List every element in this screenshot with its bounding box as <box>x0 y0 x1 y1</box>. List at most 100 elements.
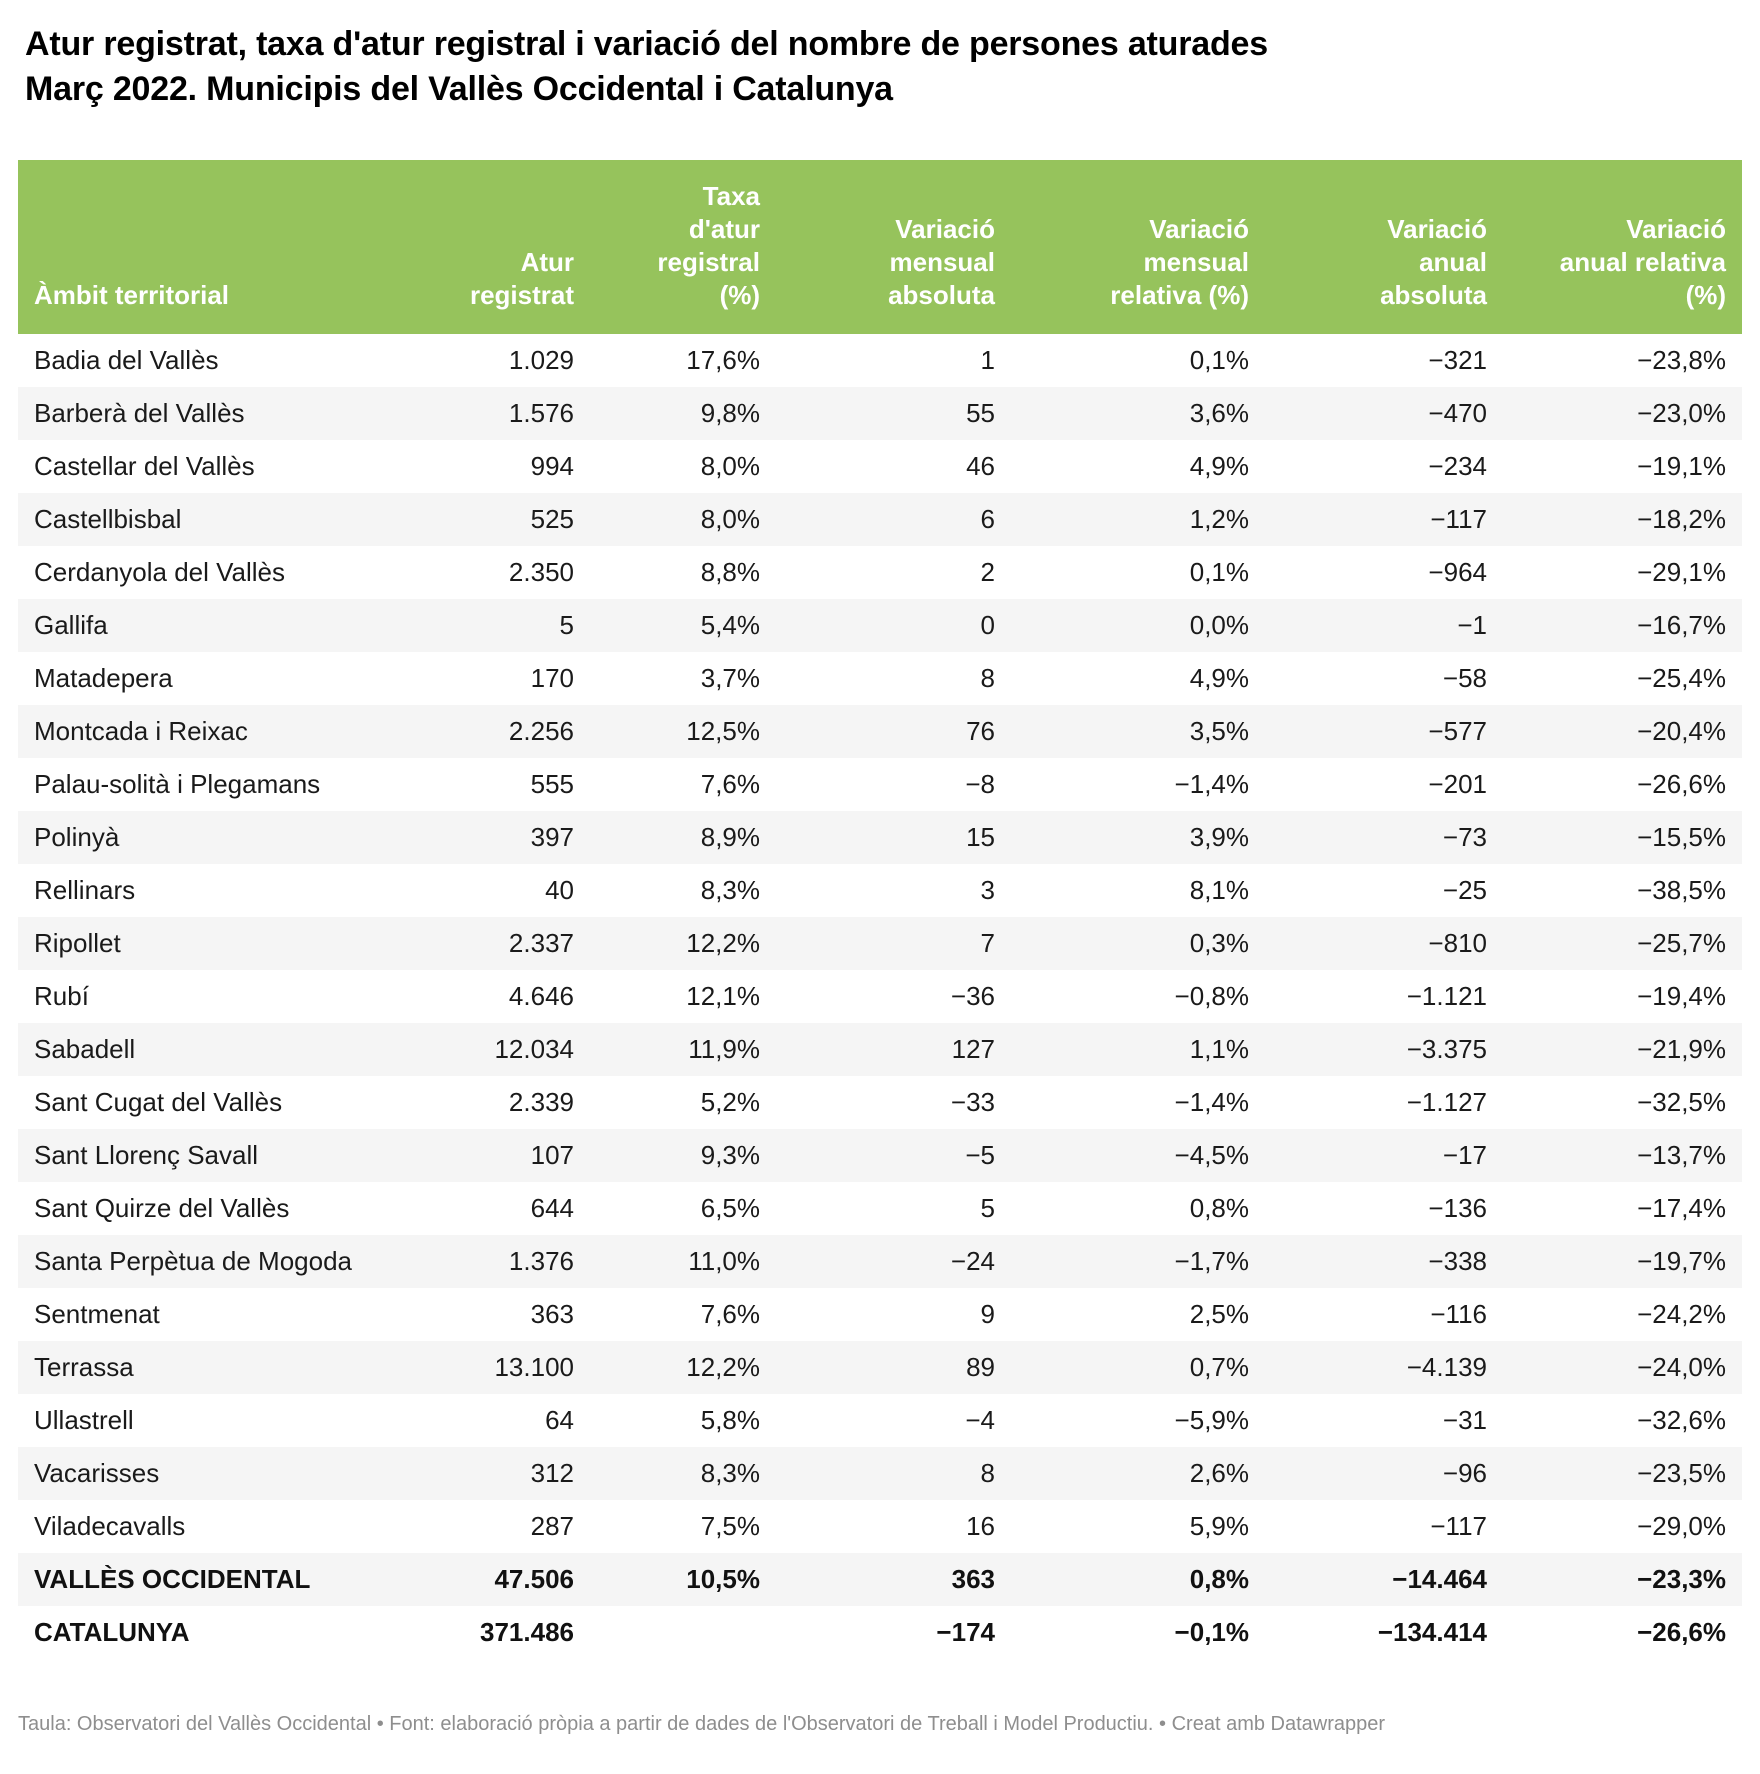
cell-vmr: 0,8% <box>1189 1193 1249 1223</box>
cell-vma: 7 <box>980 928 995 958</box>
cell-vma: −8 <box>965 769 995 799</box>
cell-taxa: 8,9% <box>700 822 760 852</box>
cell-atur: 1.376 <box>508 1246 574 1276</box>
cell-vma: −174 <box>936 1617 995 1647</box>
cell-vmr: −4,5% <box>1174 1140 1249 1170</box>
cell-ambit: Sant Llorenç Savall <box>34 1140 259 1170</box>
cell-var: −17,4% <box>1637 1193 1726 1223</box>
cell-taxa: 5,8% <box>700 1405 760 1435</box>
cell-taxa: 5,4% <box>700 610 760 640</box>
cell-atur: 2.339 <box>508 1087 574 1117</box>
cell-ambit: Terrassa <box>34 1352 134 1382</box>
cell-atur: 170 <box>530 663 574 693</box>
cell-atur: 555 <box>530 769 574 799</box>
table-row: Sabadell 12.034 11,9% 127 1,1% −3.375 −21,9% <box>18 1023 1742 1076</box>
cell-vmr: 0,3% <box>1189 928 1249 958</box>
cell-taxa: 12,2% <box>686 1352 760 1382</box>
cell-vmr: −0,8% <box>1174 981 1249 1011</box>
table-row: Sant Quirze del Vallès 644 6,5% 5 0,8% −136 −1… <box>18 1182 1742 1235</box>
cell-vmr: 1,1% <box>1189 1034 1249 1064</box>
cell-vma: 16 <box>966 1511 995 1541</box>
cell-vma: −4 <box>965 1405 995 1435</box>
cell-vmr: −0,1% <box>1174 1617 1249 1647</box>
cell-vaa: −73 <box>1442 822 1487 852</box>
table-row: Barberà del Vallès 1.576 9,8% 55 3,6% −470 −23… <box>18 387 1742 440</box>
cell-taxa: 7,5% <box>700 1511 760 1541</box>
cell-vaa: −1 <box>1457 610 1487 640</box>
cell-atur: 397 <box>530 822 574 852</box>
cell-vaa: −25 <box>1442 875 1487 905</box>
table-row: Matadepera 170 3,7% 8 4,9% −58 −25,4% <box>18 652 1742 705</box>
cell-var: −19,1% <box>1637 451 1726 481</box>
cell-ambit: Palau-solità i Plegamans <box>34 769 321 799</box>
table-row: VALLÈS OCCIDENTAL 47.506 10,5% 363 0,8% −14.4… <box>18 1553 1742 1606</box>
cell-vma: 2 <box>980 557 995 587</box>
cell-vma: 3 <box>980 875 995 905</box>
cell-atur: 312 <box>530 1458 574 1488</box>
cell-vma: 8 <box>980 663 995 693</box>
cell-ambit: Sant Quirze del Vallès <box>34 1193 290 1223</box>
cell-vaa: −201 <box>1428 769 1487 799</box>
cell-vmr: −1,4% <box>1174 1087 1249 1117</box>
cell-atur: 644 <box>530 1193 574 1223</box>
cell-vaa: −964 <box>1428 557 1487 587</box>
cell-var: −26,6% <box>1637 769 1726 799</box>
cell-taxa <box>590 1606 776 1659</box>
cell-vma: −24 <box>950 1246 995 1276</box>
cell-var: −29,0% <box>1637 1511 1726 1541</box>
cell-taxa: 9,8% <box>700 398 760 428</box>
table-row: Polinyà 397 8,9% 15 3,9% −73 −15,5% <box>18 811 1742 864</box>
cell-vaa: −31 <box>1442 1405 1487 1435</box>
cell-atur: 47.506 <box>494 1564 574 1594</box>
cell-atur: 5 <box>559 610 574 640</box>
cell-taxa: 12,5% <box>686 716 760 746</box>
cell-ambit: Sentmenat <box>34 1299 160 1329</box>
cell-ambit: Sabadell <box>34 1034 136 1064</box>
table-row: Cerdanyola del Vallès 2.350 8,8% 2 0,1% −964 −… <box>18 546 1742 599</box>
cell-vaa: −136 <box>1428 1193 1487 1223</box>
cell-var: −21,9% <box>1637 1034 1726 1064</box>
cell-ambit: Rellinars <box>34 875 136 905</box>
table-row: Ripollet 2.337 12,2% 7 0,3% −810 −25,7% <box>18 917 1742 970</box>
cell-vmr: 0,1% <box>1189 345 1249 375</box>
table-row: Castellbisbal 525 8,0% 6 1,2% −117 −18,2% <box>18 493 1742 546</box>
page-title: Atur registrat, taxa d'atur registral i … <box>25 22 1742 112</box>
cell-taxa: 8,3% <box>700 1458 760 1488</box>
cell-vma: −33 <box>950 1087 995 1117</box>
col-header-vaa: Variació anual absoluta <box>1265 160 1503 334</box>
table-body: Badia del Vallès 1.029 17,6% 1 0,1% −321 −23,8… <box>18 334 1742 1659</box>
cell-var: −23,5% <box>1637 1458 1726 1488</box>
table-header-row: Àmbit territorial Atur registrat Taxa d'at… <box>18 160 1742 334</box>
table-row: Rellinars 40 8,3% 3 8,1% −25 −38,5% <box>18 864 1742 917</box>
table-row: Gallifa 5 5,4% 0 0,0% −1 −16,7% <box>18 599 1742 652</box>
col-header-atur: Atur registrat <box>438 160 590 334</box>
col-header-taxa: Taxa d'atur registral (%) <box>590 160 776 334</box>
cell-var: −19,4% <box>1637 981 1726 1011</box>
cell-ambit: Vacarisses <box>34 1458 160 1488</box>
cell-atur: 2.337 <box>508 928 574 958</box>
cell-vmr: 2,6% <box>1189 1458 1249 1488</box>
cell-ambit: Polinyà <box>34 822 120 852</box>
cell-var: −25,4% <box>1637 663 1726 693</box>
cell-ambit: Ullastrell <box>34 1405 134 1435</box>
cell-taxa: 5,2% <box>700 1087 760 1117</box>
cell-vaa: −116 <box>1430 1299 1487 1329</box>
cell-vaa: −117 <box>1430 504 1487 534</box>
cell-taxa: 8,8% <box>700 557 760 587</box>
data-table: Àmbit territorial Atur registrat Taxa d'at… <box>18 160 1742 1659</box>
cell-ambit: Rubí <box>34 981 89 1011</box>
cell-atur: 525 <box>530 504 574 534</box>
cell-ambit: Cerdanyola del Vallès <box>34 557 285 587</box>
cell-vma: 1 <box>980 345 995 375</box>
cell-vma: 8 <box>980 1458 995 1488</box>
cell-atur: 287 <box>530 1511 574 1541</box>
cell-vmr: −1,4% <box>1174 769 1249 799</box>
cell-vaa: −3.375 <box>1406 1034 1487 1064</box>
cell-atur: 994 <box>530 451 574 481</box>
cell-vmr: 3,5% <box>1189 716 1249 746</box>
cell-taxa: 6,5% <box>700 1193 760 1223</box>
cell-vma: 15 <box>966 822 995 852</box>
cell-atur: 363 <box>530 1299 574 1329</box>
cell-ambit: Viladecavalls <box>34 1511 186 1541</box>
cell-taxa: 11,0% <box>688 1246 760 1276</box>
